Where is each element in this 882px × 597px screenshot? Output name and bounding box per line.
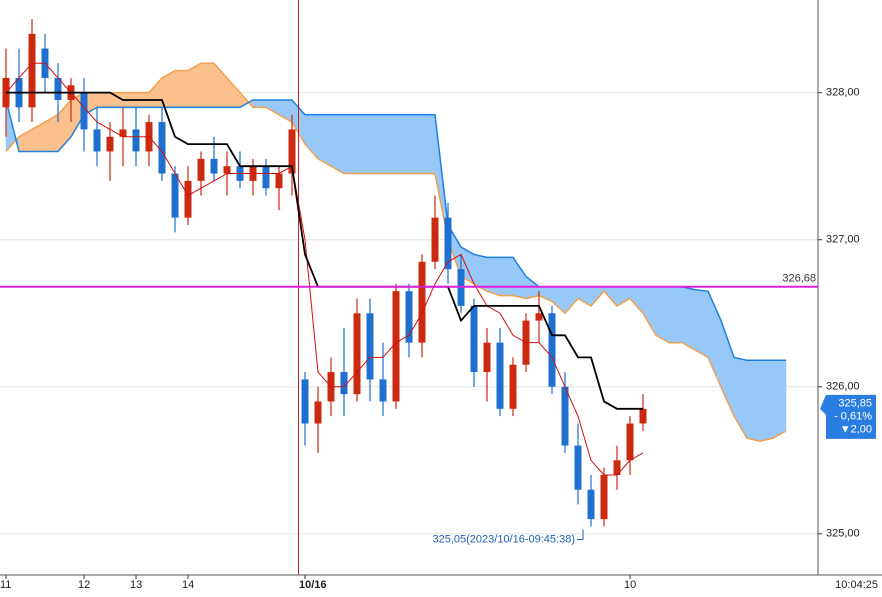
x-tick-label: 13 bbox=[130, 579, 142, 591]
cloud-fill bbox=[109, 92, 124, 108]
candle-body bbox=[509, 364, 517, 409]
last-price-box bbox=[820, 394, 876, 439]
y-tick-label: 328,00 bbox=[826, 87, 860, 99]
candle-body bbox=[496, 342, 504, 409]
cloud-fill bbox=[421, 114, 436, 174]
candle-body bbox=[561, 386, 569, 446]
cloud-fill bbox=[759, 360, 774, 442]
candle-body bbox=[366, 313, 374, 380]
candle-body bbox=[223, 166, 231, 174]
candle-body bbox=[392, 291, 400, 402]
cloud-fill bbox=[317, 114, 332, 167]
candle-body bbox=[210, 158, 218, 174]
candle-body bbox=[132, 129, 140, 152]
y-tick-label: 326,00 bbox=[826, 381, 860, 393]
cloud-fill bbox=[343, 114, 358, 174]
low-arrow bbox=[577, 529, 584, 540]
candle-body bbox=[574, 445, 582, 490]
cloud-fill bbox=[369, 114, 384, 174]
candle-body bbox=[119, 129, 127, 137]
low-label: 325,05(2023/10/16-09:45:38) bbox=[432, 533, 575, 545]
candle-body bbox=[197, 158, 205, 181]
cloud-fill bbox=[200, 62, 215, 108]
cloud-fill bbox=[395, 114, 410, 174]
indicator-line bbox=[5, 62, 644, 476]
candle-body bbox=[535, 313, 543, 321]
cloud-fill bbox=[655, 286, 670, 344]
candle-body bbox=[184, 180, 192, 218]
candle-body bbox=[80, 92, 88, 130]
candle-body bbox=[379, 379, 387, 402]
cloud-fill bbox=[174, 70, 189, 108]
cloud-fill bbox=[746, 360, 761, 442]
candle-body bbox=[262, 166, 270, 189]
candle-body bbox=[470, 305, 478, 373]
candle-body bbox=[444, 217, 452, 270]
candle-body bbox=[301, 379, 309, 424]
y-tick-label: 327,00 bbox=[826, 234, 860, 246]
candle-body bbox=[106, 136, 114, 152]
candle-body bbox=[54, 77, 62, 100]
x-tick-label: 10 bbox=[624, 579, 636, 591]
candle-body bbox=[340, 372, 348, 395]
candle-body bbox=[28, 33, 36, 108]
cloud-fill bbox=[772, 360, 787, 439]
x-tick-label: 10/16 bbox=[299, 579, 327, 591]
axis-time: 10:04:25 bbox=[835, 579, 878, 591]
candle-body bbox=[275, 173, 283, 189]
last-change: - 0,61% bbox=[834, 411, 872, 423]
last-price: 325,85 bbox=[838, 398, 872, 410]
candle-body bbox=[613, 460, 621, 475]
cloud-fill bbox=[330, 114, 345, 174]
candle-body bbox=[639, 408, 647, 424]
cloud-fill bbox=[382, 114, 397, 174]
x-tick-label: 14 bbox=[182, 579, 194, 591]
candle-body bbox=[431, 217, 439, 262]
candle-body bbox=[418, 261, 426, 343]
cloud-fill bbox=[356, 114, 371, 174]
candle-body bbox=[548, 313, 556, 387]
cloud-fill bbox=[486, 257, 501, 296]
cloud-fill bbox=[252, 99, 267, 108]
candle-body bbox=[158, 122, 166, 174]
cloud-fill bbox=[694, 289, 709, 358]
reference-label: 326,68 bbox=[782, 273, 816, 285]
candle-body bbox=[405, 291, 413, 343]
candle-body bbox=[288, 129, 296, 174]
cloud-fill bbox=[96, 92, 111, 108]
candle-body bbox=[587, 489, 595, 520]
last-diff: ▼2,00 bbox=[840, 424, 872, 436]
candle-body bbox=[93, 129, 101, 152]
candle-body bbox=[314, 401, 322, 424]
candle-body bbox=[171, 173, 179, 218]
cloud-fill bbox=[681, 286, 696, 351]
x-tick-label: 11 bbox=[0, 579, 11, 591]
y-tick-label: 325,00 bbox=[826, 528, 860, 540]
candle-body bbox=[626, 423, 634, 461]
candle-body bbox=[483, 342, 491, 373]
candle-body bbox=[353, 313, 361, 395]
cloud-line bbox=[5, 62, 787, 442]
candle-body bbox=[600, 475, 608, 520]
cloud-fill bbox=[499, 257, 514, 296]
cloud-fill bbox=[408, 114, 423, 174]
x-tick-label: 12 bbox=[78, 579, 90, 591]
cloud-fill bbox=[668, 286, 683, 343]
